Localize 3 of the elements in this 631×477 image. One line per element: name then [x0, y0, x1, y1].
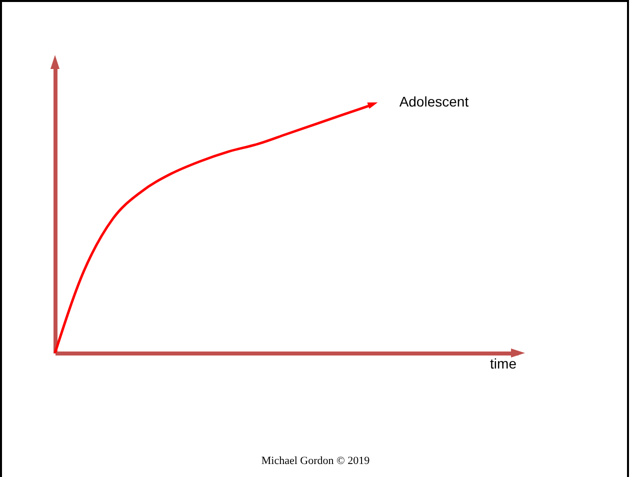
text: Michael Gordon © 2019 — [260, 455, 371, 467]
x-axis-title: time — [490, 356, 517, 372]
series-label: Adolescent — [399, 93, 469, 110]
